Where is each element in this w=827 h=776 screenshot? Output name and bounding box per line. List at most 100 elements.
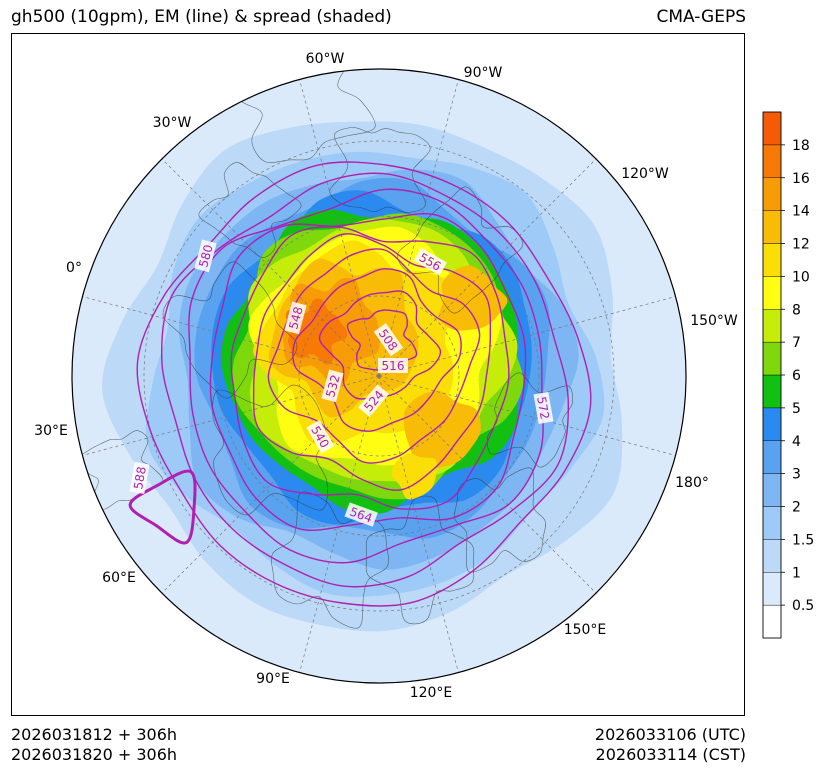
height-contour [188,188,544,564]
map-frame [11,33,745,716]
meridian-line [378,375,460,676]
meridian-line [378,375,599,596]
colorbar-tick-label: 10 [792,269,810,285]
longitude-label: 180° [675,475,709,491]
colorbar-tick-label: 0.5 [792,598,814,614]
colorbar-swatch [762,506,782,540]
contour-label: 572 [534,396,552,421]
longitude-label: 150°E [564,622,607,638]
graticule [79,76,679,676]
contour-label-group: 572 [533,391,554,424]
longitude-label: 30°E [34,423,68,439]
colorbar-tick-label: 18 [792,138,810,154]
contour-label: 580 [196,243,215,269]
contour-label-bg [413,247,447,276]
colorbar-swatch [762,440,782,474]
colorbar-swatch [762,111,782,146]
coastline [212,384,328,516]
meridian-line [159,375,380,596]
coastline [365,495,475,625]
longitude-label: 120°W [621,166,669,182]
meridian-line [378,76,460,377]
colorbar-tick-label: 3 [792,467,801,483]
coastlines [76,69,573,629]
height-contour [209,212,527,532]
colorbar-swatch [762,243,782,277]
colorbar-swatch [762,309,782,343]
contour-label: 548 [286,305,305,331]
longitude-label: 150°W [690,313,738,329]
height-contour [318,290,442,400]
latitude-circle [218,215,540,537]
contour-label-bg [378,358,408,373]
colorbar-tick-label: 2 [792,500,801,516]
colorbar-swatch [762,341,782,376]
colorbar-swatch [762,210,782,244]
contour-label-bg [358,384,390,417]
meridian-line [298,375,380,676]
colorbar-tick-label: 16 [792,171,810,187]
longitude-label: 90°E [256,671,290,687]
contour-label-group: 580 [194,239,217,273]
coastline [162,261,298,399]
height-contour [230,226,510,510]
colorbar-swatch [762,572,782,606]
colorbar-swatch [762,276,782,310]
colorbar-swatch [762,604,782,639]
colorbar: 0.5 1 1.5 2 3 4 5 6 7 8 10 12 14 16 18 [762,111,814,639]
colorbar-swatch [762,177,782,211]
height-contour-588 [128,469,197,545]
colorbar-tick-label: 1.5 [792,532,814,548]
colorbar-tick-label: 12 [792,237,810,253]
colorbar-tick-label: 6 [792,368,801,384]
colorbar-tick-label: 1 [792,565,801,581]
height-contour [160,172,570,588]
contour-label: 516 [382,359,405,373]
longitude-labels: 60°W 90°W 30°W 120°W 0° 150°W 30°E 180° 60°E 150°… [34,51,738,701]
init-time-utc: 2026031812 + 306h [11,725,178,744]
contour-label-group: 516 [378,358,408,373]
longitude-label: 60°E [102,570,136,586]
colorbar-swatch [762,407,782,441]
contour-label-bg [533,391,554,424]
meridian-line [378,156,599,377]
height-contour [292,268,462,432]
contour-label-bg [194,239,217,273]
height-contour [136,161,592,607]
colorbar-swatch [762,144,782,178]
height-contour [267,248,481,464]
colorbar-swatch [762,539,782,573]
contour-label-group: 588 [129,461,150,494]
meridian-line [378,375,679,457]
meridian-line [79,375,380,457]
contour-label: 588 [131,466,149,491]
colorbar-swatch [762,473,782,507]
spread-level [403,390,481,470]
valid-time-cst: 2026033114 (CST) [595,745,746,764]
contour-label-bg [129,461,150,494]
init-time-cst: 2026031820 + 306h [11,745,178,764]
meridian-line [378,295,679,377]
longitude-label: 30°W [153,115,192,131]
contour-label-bg [306,420,335,454]
colorbar-tick-label: 7 [792,335,801,351]
contour-label-bg [344,502,378,527]
colorbar-tick-label: 4 [792,434,801,450]
colorbar-tick-label: 14 [792,204,810,220]
latitude-circle [143,140,615,612]
coastline [198,162,302,258]
valid-time-utc: 2026033106 (UTC) [594,725,746,744]
coastline [329,127,431,213]
colorbar-swatch [762,374,782,409]
longitude-label: 90°W [464,65,503,81]
coastline [397,186,523,314]
longitude-label: 60°W [306,51,345,67]
meridian-line [79,295,380,377]
contour-label-bg [373,323,404,357]
coastline [487,372,573,468]
colorbar-tick-label: 5 [792,401,801,417]
map-boundary [71,68,687,684]
meridian-line [159,156,380,377]
chart-title: gh500 (10gpm), EM (line) & spread (shade… [11,7,392,27]
